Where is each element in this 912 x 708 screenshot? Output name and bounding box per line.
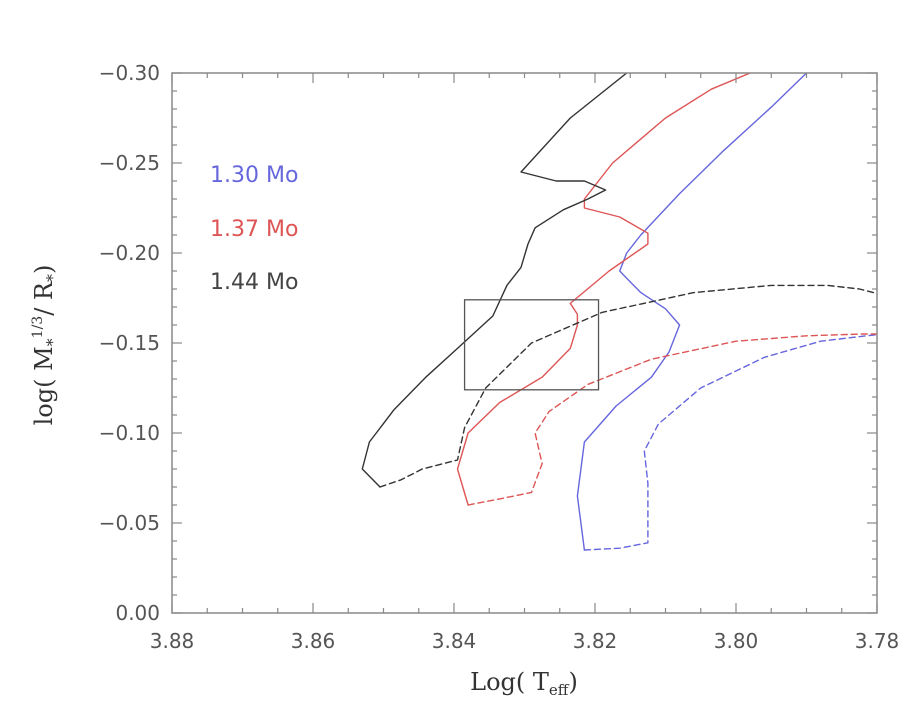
highlight-box	[463, 299, 600, 391]
x-tick-label: 3.88	[150, 629, 195, 653]
series-line-2	[583, 334, 877, 551]
x-axis-title: Log( Teff)	[470, 668, 578, 699]
y-tick-label: 0.00	[115, 601, 160, 625]
y-tick-label: −0.05	[99, 511, 160, 535]
series-line-5	[361, 73, 628, 488]
y-tick-label: −0.10	[99, 421, 160, 445]
series-line-6	[379, 284, 877, 488]
y-axis-title: log( M*1/3/ R*)	[30, 265, 62, 426]
y-tick-label: −0.30	[99, 61, 160, 85]
legend: 1.30 Mo 1.37 Mo 1.44 Mo	[210, 163, 298, 295]
plot-frame	[171, 72, 878, 614]
series-line-4	[467, 333, 877, 506]
y-tick-label: −0.25	[99, 151, 160, 175]
series-line-1	[576, 73, 808, 551]
y-tick-label: −0.15	[99, 331, 160, 355]
x-tick-label: 3.84	[432, 629, 477, 653]
legend-entry: 1.37 Mo	[210, 217, 298, 242]
legend-entry: 1.30 Mo	[210, 163, 298, 188]
x-tick-label: 3.82	[573, 629, 618, 653]
x-tick-label: 3.78	[855, 629, 900, 653]
legend-entry: 1.44 Mo	[210, 270, 298, 295]
x-tick-label: 3.86	[291, 629, 336, 653]
series-line-3	[456, 73, 751, 506]
x-tick-label: 3.80	[714, 629, 759, 653]
tick-layer: 3.88 3.86 3.84 3.82 3.80 3.78 0.00 −0.05 −0.10 −0…	[99, 61, 900, 653]
series-layer	[361, 73, 877, 551]
y-tick-label: −0.20	[99, 241, 160, 265]
